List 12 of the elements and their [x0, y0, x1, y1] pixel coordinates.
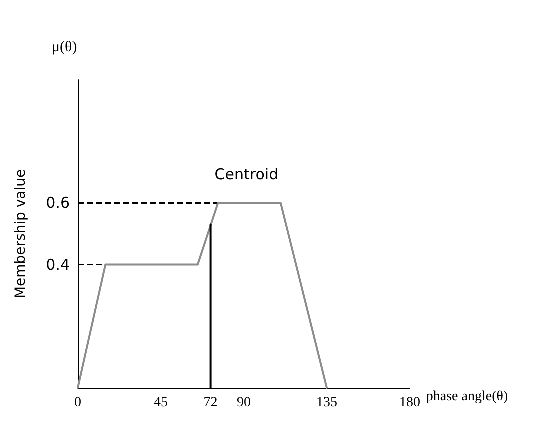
y-axis-title: Membership value — [13, 169, 29, 299]
x-tick-label: 45 — [154, 396, 168, 410]
x-tick-label: 180 — [400, 396, 420, 410]
x-tick-label: 0 — [74, 396, 82, 410]
x-axis-title: phase angle(θ) — [426, 390, 508, 404]
x-tick-label: 135 — [316, 396, 338, 410]
x-tick-label: 72 — [204, 396, 218, 410]
x-tick-label: 90 — [237, 396, 251, 410]
y-tick-label: 0.4 — [46, 256, 70, 274]
text: μ(θ) — [52, 40, 78, 56]
y-tick-label: 0.6 — [46, 194, 70, 212]
annotation: Centroid — [214, 165, 279, 184]
